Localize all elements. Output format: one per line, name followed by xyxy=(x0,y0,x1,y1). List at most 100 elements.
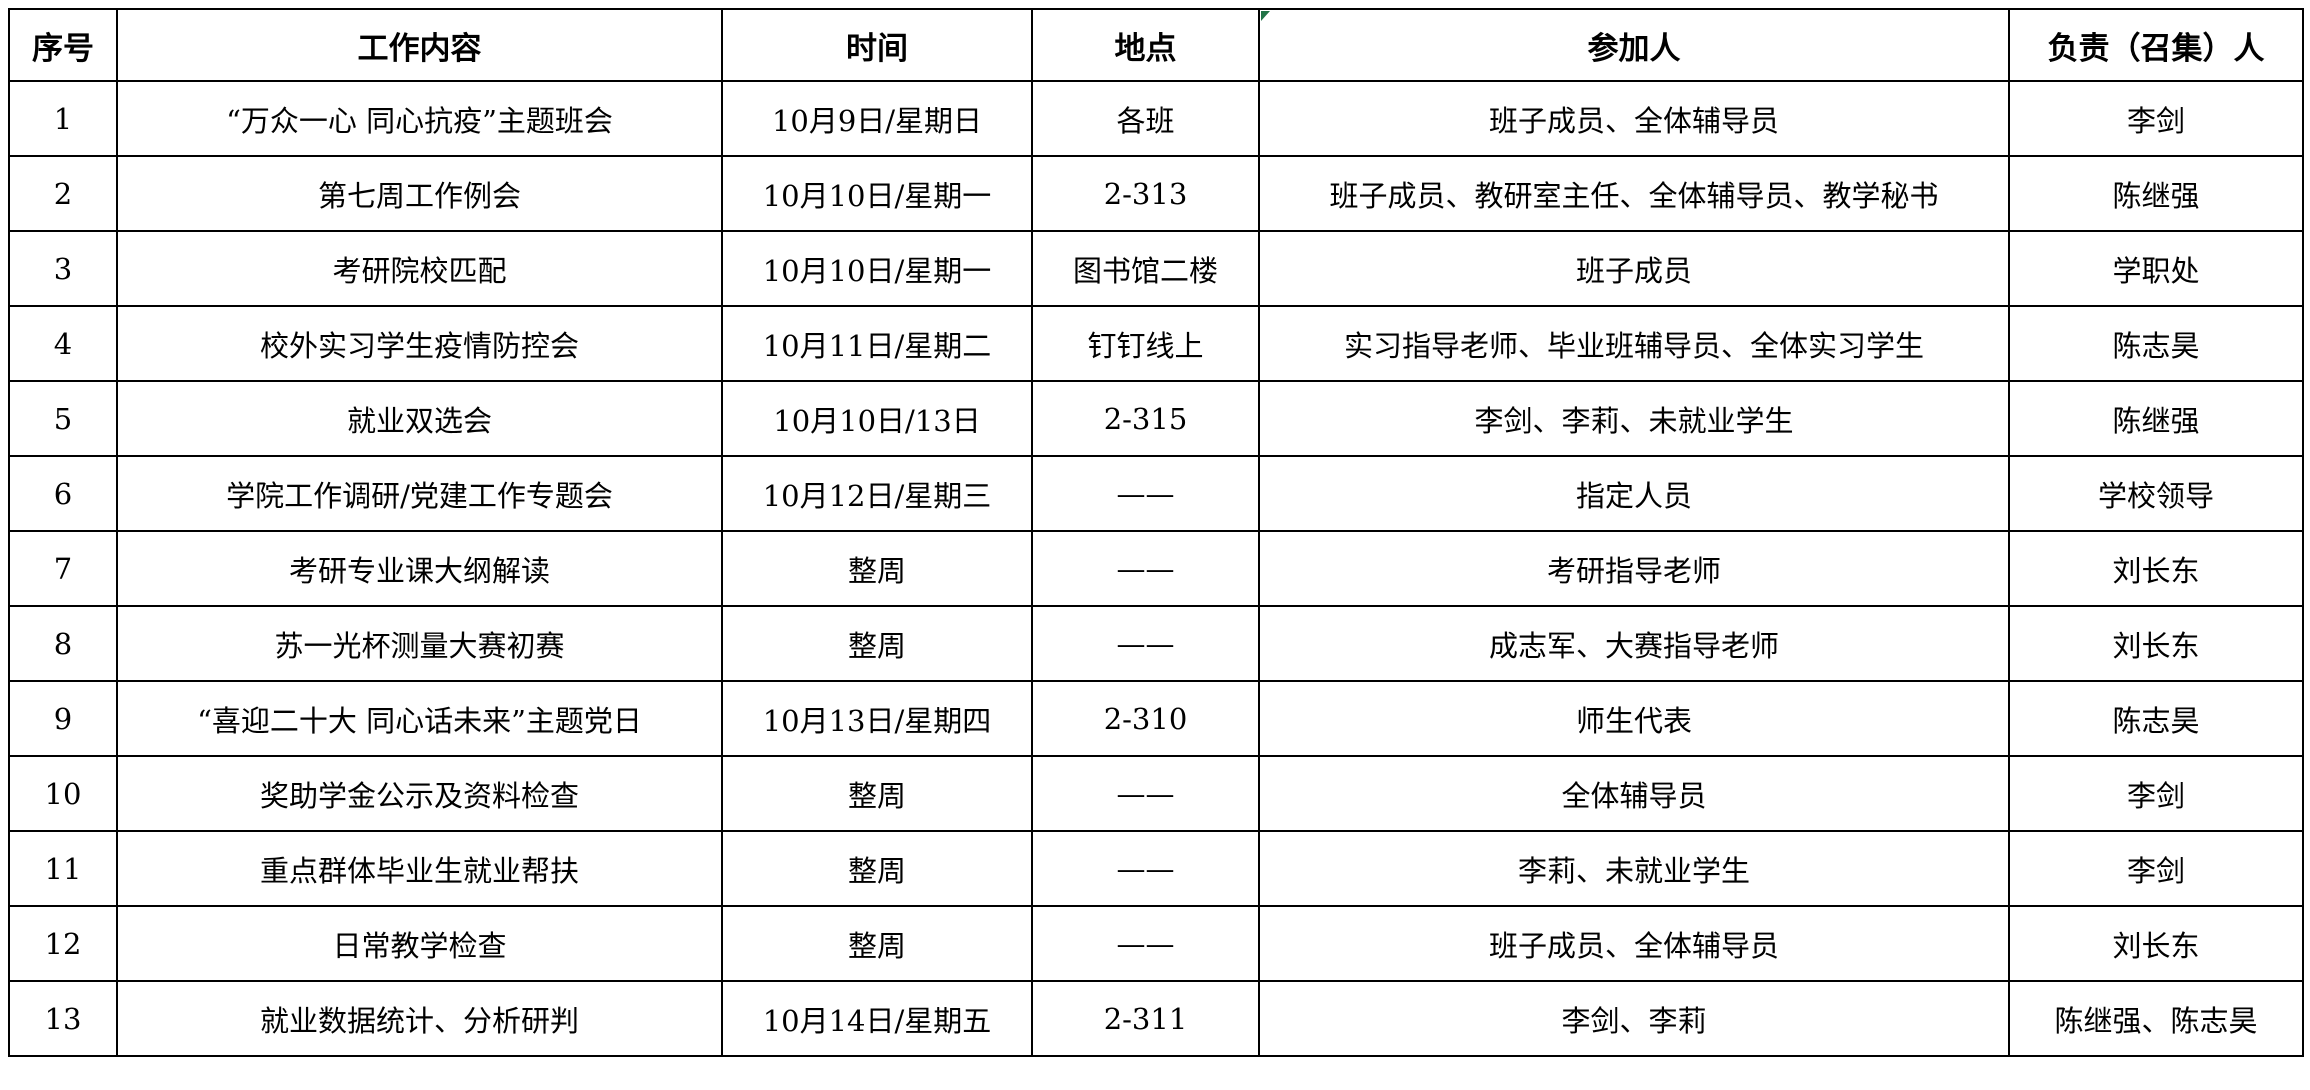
table-cell[interactable]: 就业数据统计、分析研判 xyxy=(116,980,723,1057)
header-cell-didian[interactable]: 地点 xyxy=(1031,8,1260,82)
table-row: 4 校外实习学生疫情防控会 10月11日/星期二 钉钉线上 实习指导老师、毕业班辅导员、… xyxy=(8,305,2304,382)
table-cell[interactable]: 陈继强 xyxy=(2008,155,2304,232)
table-cell[interactable]: 7 xyxy=(8,530,118,607)
table-cell[interactable]: 李剑、李莉 xyxy=(1258,980,2010,1057)
table-cell[interactable]: 刘长东 xyxy=(2008,605,2304,682)
table-cell[interactable]: 考研指导老师 xyxy=(1258,530,2010,607)
table-row: 13 就业数据统计、分析研判 10月14日/星期五 2-311 李剑、李莉 陈继强、陈志昊 xyxy=(8,980,2304,1057)
table-cell[interactable]: 图书馆二楼 xyxy=(1031,230,1260,307)
table-cell[interactable]: —— xyxy=(1031,755,1260,832)
table-cell[interactable]: 10月10日/13日 xyxy=(721,380,1033,457)
table-cell[interactable]: 校外实习学生疫情防控会 xyxy=(116,305,723,382)
table-row: 12 日常教学检查 整周 —— 班子成员、全体辅导员 刘长东 xyxy=(8,905,2304,982)
table-cell[interactable]: 班子成员、全体辅导员 xyxy=(1258,905,2010,982)
table-cell[interactable]: 6 xyxy=(8,455,118,532)
table-cell[interactable]: 整周 xyxy=(721,755,1033,832)
table-cell[interactable]: “喜迎二十大 同心话未来”主题党日 xyxy=(116,680,723,757)
table-cell[interactable]: 10月12日/星期三 xyxy=(721,455,1033,532)
table-cell[interactable]: 班子成员、全体辅导员 xyxy=(1258,80,2010,157)
table-cell[interactable]: 学院工作调研/党建工作专题会 xyxy=(116,455,723,532)
header-cell-xuhao[interactable]: 序号 xyxy=(8,8,118,82)
table-cell[interactable]: 学校领导 xyxy=(2008,455,2304,532)
table-cell[interactable]: 就业双选会 xyxy=(116,380,723,457)
weekly-schedule-table-wrap: 序号 工作内容 时间 地点 参加人 负责（召集）人 1 “万众一心 同心抗疫”主题班会 10月… xyxy=(8,8,2304,1057)
table-cell[interactable]: 刘长东 xyxy=(2008,530,2304,607)
table-cell[interactable]: 整周 xyxy=(721,530,1033,607)
table-cell[interactable]: 李剑、李莉、未就业学生 xyxy=(1258,380,2010,457)
table-row: 10 奖助学金公示及资料检查 整周 —— 全体辅导员 李剑 xyxy=(8,755,2304,832)
header-cell-canjiaren[interactable]: 参加人 xyxy=(1258,8,2010,82)
table-row: 3 考研院校匹配 10月10日/星期一 图书馆二楼 班子成员 学职处 xyxy=(8,230,2304,307)
table-cell[interactable]: 全体辅导员 xyxy=(1258,755,2010,832)
table-cell[interactable]: 学职处 xyxy=(2008,230,2304,307)
table-cell[interactable]: 成志军、大赛指导老师 xyxy=(1258,605,2010,682)
table-cell[interactable]: 刘长东 xyxy=(2008,905,2304,982)
table-cell[interactable]: 整周 xyxy=(721,605,1033,682)
table-cell[interactable]: 整周 xyxy=(721,830,1033,907)
table-cell[interactable]: 13 xyxy=(8,980,118,1057)
table-cell[interactable]: 12 xyxy=(8,905,118,982)
table-cell[interactable]: 10月11日/星期二 xyxy=(721,305,1033,382)
header-row: 序号 工作内容 时间 地点 参加人 负责（召集）人 xyxy=(8,8,2304,82)
table-cell[interactable]: 10 xyxy=(8,755,118,832)
table-cell[interactable]: —— xyxy=(1031,455,1260,532)
table-cell[interactable]: 4 xyxy=(8,305,118,382)
table-cell[interactable]: 日常教学检查 xyxy=(116,905,723,982)
table-cell[interactable]: 5 xyxy=(8,380,118,457)
table-cell[interactable]: 10月10日/星期一 xyxy=(721,155,1033,232)
table-cell[interactable]: 陈继强 xyxy=(2008,380,2304,457)
table-cell[interactable]: 陈继强、陈志昊 xyxy=(2008,980,2304,1057)
table-cell[interactable]: “万众一心 同心抗疫”主题班会 xyxy=(116,80,723,157)
header-cell-gongzuo-neirong[interactable]: 工作内容 xyxy=(116,8,723,82)
table-cell[interactable]: 11 xyxy=(8,830,118,907)
table-header: 序号 工作内容 时间 地点 参加人 负责（召集）人 xyxy=(8,8,2304,82)
table-cell[interactable]: 陈志昊 xyxy=(2008,305,2304,382)
table-cell[interactable]: 考研院校匹配 xyxy=(116,230,723,307)
table-cell[interactable]: 李剑 xyxy=(2008,80,2304,157)
table-cell[interactable]: 第七周工作例会 xyxy=(116,155,723,232)
table-cell[interactable]: 班子成员 xyxy=(1258,230,2010,307)
table-cell[interactable]: 2 xyxy=(8,155,118,232)
table-row: 8 苏一光杯测量大赛初赛 整周 —— 成志军、大赛指导老师 刘长东 xyxy=(8,605,2304,682)
table-cell[interactable]: 3 xyxy=(8,230,118,307)
table-cell[interactable]: —— xyxy=(1031,530,1260,607)
table-cell[interactable]: 9 xyxy=(8,680,118,757)
table-cell[interactable]: 各班 xyxy=(1031,80,1260,157)
header-cell-fuzeren[interactable]: 负责（召集）人 xyxy=(2008,8,2304,82)
table-row: 2 第七周工作例会 10月10日/星期一 2-313 班子成员、教研室主任、全体辅导员、… xyxy=(8,155,2304,232)
table-cell[interactable]: 指定人员 xyxy=(1258,455,2010,532)
table-cell[interactable]: 10月9日/星期日 xyxy=(721,80,1033,157)
table-row: 5 就业双选会 10月10日/13日 2-315 李剑、李莉、未就业学生 陈继强 xyxy=(8,380,2304,457)
table-cell[interactable]: 实习指导老师、毕业班辅导员、全体实习学生 xyxy=(1258,305,2010,382)
weekly-schedule-table: 序号 工作内容 时间 地点 参加人 负责（召集）人 1 “万众一心 同心抗疫”主题班会 10月… xyxy=(8,8,2304,1057)
table-cell[interactable]: 师生代表 xyxy=(1258,680,2010,757)
table-cell[interactable]: 苏一光杯测量大赛初赛 xyxy=(116,605,723,682)
table-cell[interactable]: 班子成员、教研室主任、全体辅导员、教学秘书 xyxy=(1258,155,2010,232)
table-cell[interactable]: 考研专业课大纲解读 xyxy=(116,530,723,607)
table-cell[interactable]: 陈志昊 xyxy=(2008,680,2304,757)
table-cell[interactable]: 2-315 xyxy=(1031,380,1260,457)
table-cell[interactable]: 2-313 xyxy=(1031,155,1260,232)
table-cell[interactable]: 10月14日/星期五 xyxy=(721,980,1033,1057)
table-cell[interactable]: 2-310 xyxy=(1031,680,1260,757)
table-cell[interactable]: 1 xyxy=(8,80,118,157)
table-cell[interactable]: 李莉、未就业学生 xyxy=(1258,830,2010,907)
table-cell[interactable]: 钉钉线上 xyxy=(1031,305,1260,382)
table-cell[interactable]: 李剑 xyxy=(2008,830,2304,907)
table-row: 6 学院工作调研/党建工作专题会 10月12日/星期三 —— 指定人员 学校领导 xyxy=(8,455,2304,532)
table-cell[interactable]: 奖助学金公示及资料检查 xyxy=(116,755,723,832)
table-row: 7 考研专业课大纲解读 整周 —— 考研指导老师 刘长东 xyxy=(8,530,2304,607)
header-cell-shijian[interactable]: 时间 xyxy=(721,8,1033,82)
table-cell[interactable]: 整周 xyxy=(721,905,1033,982)
table-cell[interactable]: 重点群体毕业生就业帮扶 xyxy=(116,830,723,907)
table-cell[interactable]: 李剑 xyxy=(2008,755,2304,832)
table-cell[interactable]: —— xyxy=(1031,905,1260,982)
table-cell[interactable]: 10月10日/星期一 xyxy=(721,230,1033,307)
table-cell[interactable]: 8 xyxy=(8,605,118,682)
table-cell[interactable]: 10月13日/星期四 xyxy=(721,680,1033,757)
excel-error-indicator-icon xyxy=(1261,11,1270,21)
table-cell[interactable]: —— xyxy=(1031,830,1260,907)
table-cell[interactable]: 2-311 xyxy=(1031,980,1260,1057)
table-body: 1 “万众一心 同心抗疫”主题班会 10月9日/星期日 各班 班子成员、全体辅导员 李剑 2… xyxy=(8,80,2304,1057)
table-cell[interactable]: —— xyxy=(1031,605,1260,682)
